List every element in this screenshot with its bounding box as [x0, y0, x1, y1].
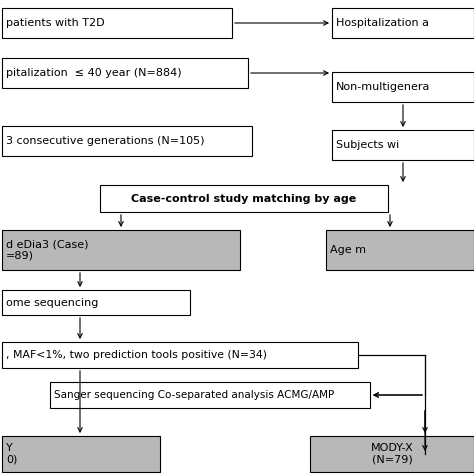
- Text: MODY-X
(N=79): MODY-X (N=79): [371, 443, 413, 465]
- Text: Non-multigenera: Non-multigenera: [336, 82, 430, 92]
- Bar: [310, 436, 474, 472]
- Text: Hospitalization a: Hospitalization a: [336, 18, 429, 28]
- Bar: [332, 130, 474, 160]
- Text: d eDia3 (Case)
=89): d eDia3 (Case) =89): [6, 239, 89, 261]
- Bar: [332, 72, 474, 102]
- Text: pitalization  ≤ 40 year (N=884): pitalization ≤ 40 year (N=884): [6, 68, 182, 78]
- Text: Case-control study matching by age: Case-control study matching by age: [131, 193, 356, 203]
- Bar: [2, 290, 190, 315]
- Bar: [2, 342, 358, 368]
- Bar: [326, 230, 474, 270]
- Text: Subjects wi: Subjects wi: [336, 140, 399, 150]
- Bar: [50, 382, 370, 408]
- Text: Y
0): Y 0): [6, 443, 18, 465]
- Bar: [2, 230, 240, 270]
- Bar: [2, 436, 160, 472]
- Bar: [2, 58, 248, 88]
- Text: 3 consecutive generations (N=105): 3 consecutive generations (N=105): [6, 136, 204, 146]
- Bar: [332, 8, 474, 38]
- Bar: [100, 185, 388, 212]
- Text: Age m: Age m: [330, 245, 366, 255]
- Text: patients with T2D: patients with T2D: [6, 18, 105, 28]
- Bar: [2, 126, 252, 156]
- Text: , MAF<1%, two prediction tools positive (N=34): , MAF<1%, two prediction tools positive …: [6, 350, 267, 360]
- Text: ome sequencing: ome sequencing: [6, 298, 99, 308]
- Bar: [2, 8, 232, 38]
- Text: Sanger sequencing Co-separated analysis ACMG/AMP: Sanger sequencing Co-separated analysis …: [54, 390, 334, 400]
